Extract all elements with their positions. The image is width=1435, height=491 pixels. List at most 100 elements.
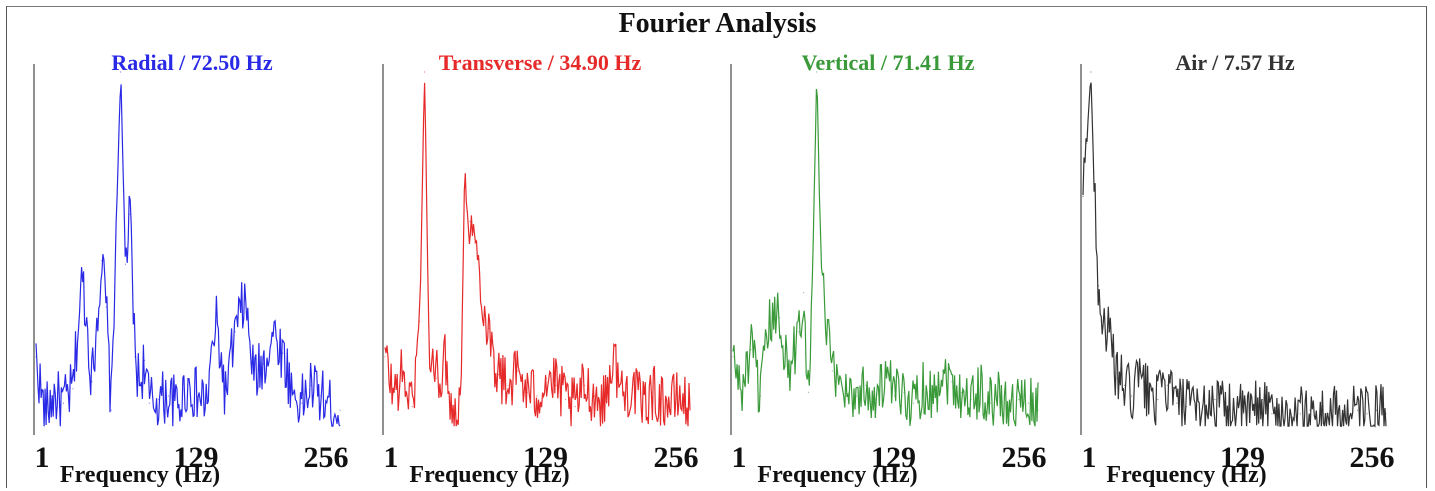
- data-point: [874, 398, 876, 401]
- data-point: [1252, 409, 1254, 411]
- data-point: [488, 327, 490, 329]
- data-point: [1086, 142, 1088, 144]
- data-point: [493, 356, 495, 358]
- data-point: [423, 71, 426, 73]
- data-point: [402, 374, 404, 376]
- data-point: [320, 395, 322, 397]
- data-point: [989, 402, 991, 404]
- data-point: [1290, 416, 1292, 418]
- data-point: [750, 349, 752, 351]
- data-point: [838, 377, 841, 379]
- spectrum-line: [1082, 82, 1387, 428]
- data-point: [788, 374, 790, 376]
- data-point: [310, 384, 312, 386]
- data-point: [555, 384, 557, 386]
- data-point: [91, 381, 93, 383]
- data-point: [819, 231, 821, 233]
- data-point: [419, 320, 421, 322]
- chart-panel-1: Radial / 72.50 Hz 1 129 256 Frequency (Hz): [33, 50, 349, 488]
- data-point: [865, 384, 867, 386]
- data-point: [536, 395, 538, 397]
- data-point: [282, 352, 284, 354]
- data-point: [769, 320, 771, 322]
- data-point: [740, 391, 743, 393]
- panel-title: Radial / 72.50 Hz: [111, 50, 273, 75]
- data-point: [732, 356, 734, 358]
- data-point: [225, 395, 227, 397]
- data-point: [526, 391, 528, 393]
- data-point: [612, 356, 615, 358]
- data-point: [1157, 398, 1159, 401]
- data-point: [980, 388, 982, 390]
- data-point: [478, 267, 481, 269]
- data-point: [1299, 413, 1301, 415]
- data-point: [177, 406, 179, 408]
- spectrum-line: [732, 88, 1039, 427]
- data-point: [932, 395, 934, 397]
- data-point: [893, 395, 896, 397]
- data-point: [1147, 391, 1149, 393]
- data-point: [565, 398, 567, 401]
- data-point: [474, 242, 476, 244]
- data-point: [1027, 402, 1029, 404]
- data-point: [1328, 413, 1330, 415]
- data-point: [855, 395, 857, 397]
- data-point: [1102, 320, 1104, 322]
- data-point: [498, 374, 500, 376]
- data-point: [435, 377, 437, 379]
- data-point: [824, 320, 826, 322]
- data-point: [999, 395, 1001, 397]
- panel-title: Vertical / 71.41 Hz: [802, 50, 975, 75]
- data-point: [1131, 395, 1133, 397]
- data-point: [81, 274, 84, 276]
- data-point: [1107, 331, 1109, 333]
- x-tick-label: 1: [732, 441, 747, 474]
- data-point: [593, 395, 595, 397]
- x-tick-label: 1: [384, 441, 399, 474]
- data-point: [115, 235, 117, 237]
- data-point: [903, 391, 905, 393]
- x-tick-label: 1: [35, 441, 50, 474]
- x-tick-label: 129: [174, 441, 219, 474]
- data-point: [459, 391, 461, 393]
- data-point: [812, 249, 814, 251]
- panel-title: Air / 7.57 Hz: [1175, 50, 1295, 75]
- data-point: [1097, 285, 1099, 287]
- data-point: [1366, 413, 1368, 415]
- data-point: [301, 402, 303, 404]
- x-axis-label: Frequency (Hz): [409, 462, 569, 488]
- x-tick-label: 129: [1220, 441, 1265, 474]
- data-point: [124, 263, 126, 265]
- data-point: [483, 313, 485, 315]
- data-point: [679, 395, 682, 397]
- data-point: [1116, 377, 1119, 379]
- data-point: [339, 409, 341, 411]
- data-point: [464, 178, 466, 180]
- data-point: [101, 260, 103, 262]
- x-tick-label: 256: [654, 441, 699, 474]
- data-point: [1375, 409, 1378, 411]
- x-tick-label: 1: [1082, 441, 1097, 474]
- data-point: [816, 71, 818, 73]
- data-point: [603, 402, 605, 404]
- data-point: [507, 384, 509, 386]
- data-point: [651, 391, 653, 393]
- data-point: [1347, 416, 1349, 418]
- data-point: [951, 381, 953, 383]
- data-point: [1309, 409, 1311, 411]
- data-point: [1233, 406, 1235, 408]
- data-point: [263, 363, 265, 365]
- x-tick-label: 256: [1002, 441, 1047, 474]
- data-point: [272, 331, 274, 333]
- data-point: [1214, 398, 1216, 401]
- data-point: [1037, 409, 1039, 411]
- chart-panel-2: Transverse / 34.90 Hz 1 129 256 Frequency (H…: [382, 50, 699, 488]
- data-point: [196, 395, 198, 397]
- data-point: [452, 416, 454, 418]
- figure-title: Fourier Analysis: [618, 8, 817, 39]
- data-point: [392, 391, 394, 393]
- data-point: [913, 402, 915, 404]
- data-point: [1318, 416, 1321, 418]
